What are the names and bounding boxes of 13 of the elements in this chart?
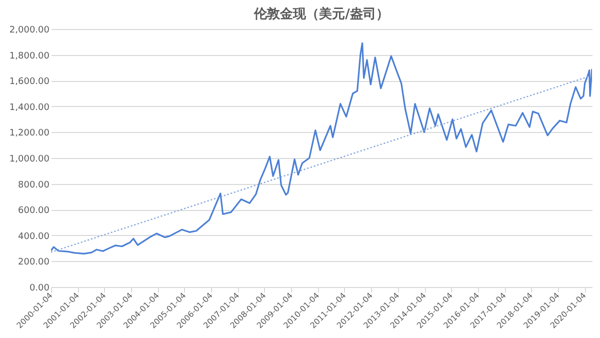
line-series <box>51 42 592 255</box>
y-tick-label: 800.00 <box>18 180 50 190</box>
y-tick-label: 600.00 <box>18 206 50 216</box>
y-tick-label: 1,600.00 <box>9 77 50 88</box>
y-tick-label: 400.00 <box>18 232 50 242</box>
y-tick-label: 1,400.00 <box>9 102 50 113</box>
y-tick-label: 2,000.00 <box>9 26 50 36</box>
y-tick-label: 1,000.00 <box>9 154 50 164</box>
chart-title: 伦敦金现（美元/盎司） <box>253 6 389 22</box>
y-tick-label: 1,200.00 <box>9 128 50 139</box>
y-tick-label: 0.00 <box>29 284 50 294</box>
y-tick-label: 200.00 <box>18 258 50 268</box>
y-tick-label: 1,800.00 <box>9 51 50 62</box>
